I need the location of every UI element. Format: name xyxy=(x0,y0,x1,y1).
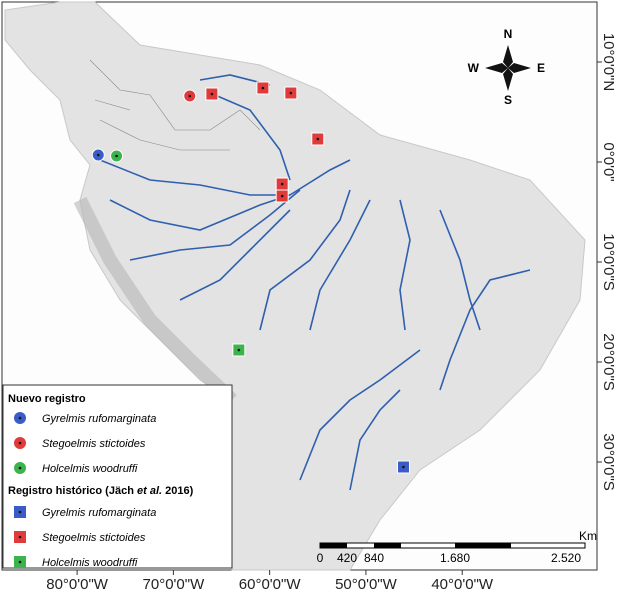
x-tick-label: 70°0'0"W xyxy=(143,576,206,593)
legend-label: Holcelmis woodruffi xyxy=(42,557,138,569)
compass: N S E W xyxy=(468,27,545,107)
legend-swatch-dot xyxy=(18,535,22,539)
scale-bar: 0 420 840 1.680 2.520 Km xyxy=(317,529,597,565)
compass-w: W xyxy=(468,61,480,75)
legend-label: Gyrelmis rufomarginata xyxy=(42,413,156,425)
legend-swatch-dot xyxy=(18,466,22,470)
legend-title: Nuevo registro xyxy=(8,393,86,405)
legend-swatch-dot xyxy=(18,510,22,514)
legend-title-part: Registro histórico (Jäch xyxy=(8,485,137,497)
borders xyxy=(89,59,261,151)
x-tick-label: 50°0'0"W xyxy=(335,576,398,593)
andes xyxy=(73,196,237,406)
marker-dot xyxy=(316,137,320,141)
marker-dot xyxy=(115,154,118,158)
legend-swatch-dot xyxy=(18,560,22,564)
marker-dot xyxy=(280,194,284,198)
legend-label: Gyrelmis rufomarginata xyxy=(42,507,156,519)
y-tick-label: 30°0'0"S xyxy=(600,433,617,491)
legend-swatch-dot xyxy=(18,416,22,420)
scale-label: 2.520 xyxy=(551,551,581,565)
rivers xyxy=(99,74,531,491)
compass-s: S xyxy=(504,93,512,107)
compass-e: E xyxy=(537,61,545,75)
legend-swatch-dot xyxy=(18,441,22,445)
y-tick-label: 20°0'0"S xyxy=(600,333,617,391)
marker-dot xyxy=(188,94,192,98)
legend-title-part: et al. xyxy=(137,485,162,497)
marker-dot xyxy=(261,86,265,90)
scale-label: 840 xyxy=(364,551,384,565)
scale-label: 0 xyxy=(317,551,324,565)
legend-label: Stegoelmis stictoides xyxy=(42,532,146,544)
y-tick-label: 0°0'0" xyxy=(600,142,617,181)
scale-label: 1.680 xyxy=(440,551,470,565)
legend: Nuevo registro Registro histórico (Jäch … xyxy=(2,384,233,569)
x-tick-label: 80°0'0"W xyxy=(46,576,109,593)
marker-dot xyxy=(289,91,293,95)
marker-dot xyxy=(210,92,214,96)
marker-dot xyxy=(402,465,405,469)
marker-dot xyxy=(280,182,284,186)
marker-dot xyxy=(237,348,241,352)
compass-n: N xyxy=(504,27,513,41)
scale-unit: Km xyxy=(579,529,597,543)
marker-dot xyxy=(96,153,100,157)
legend-label: Stegoelmis stictoides xyxy=(42,438,146,450)
legend-title: Registro histórico (Jäch et al. 2016) xyxy=(8,485,194,497)
scale-label: 420 xyxy=(337,551,357,565)
x-tick-label: 60°0'0"W xyxy=(239,576,302,593)
legend-title-part: 2016) xyxy=(162,485,194,497)
x-tick-label: 40°0'0"W xyxy=(431,576,494,593)
legend-label: Holcelmis woodruffi xyxy=(42,463,138,475)
y-tick-label: 10°0'0"N xyxy=(600,33,617,91)
y-tick-label: 10°0'0"S xyxy=(600,233,617,291)
